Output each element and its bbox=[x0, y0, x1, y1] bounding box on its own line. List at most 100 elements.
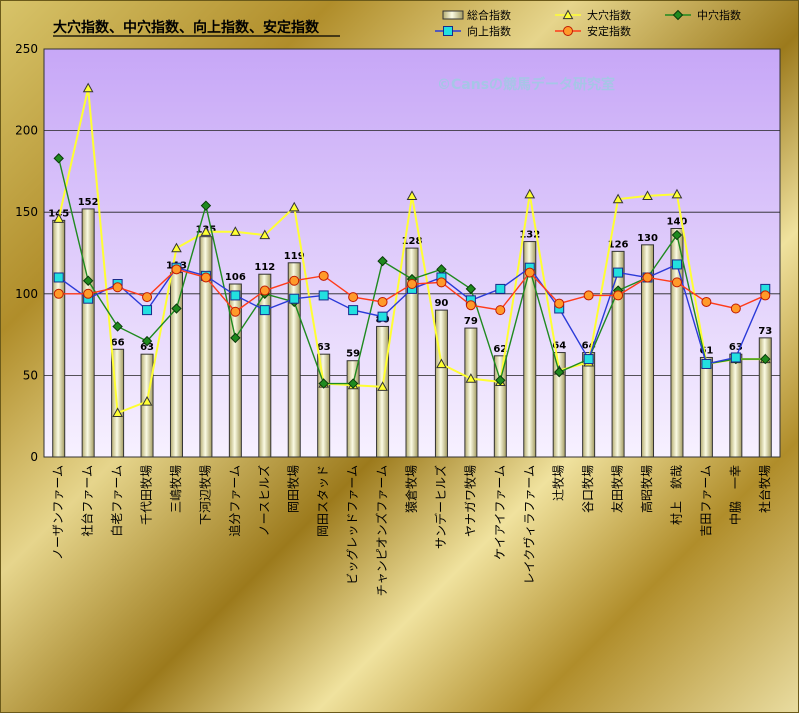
data-point[interactable] bbox=[112, 282, 123, 293]
data-point[interactable] bbox=[407, 279, 417, 290]
data-point[interactable] bbox=[524, 267, 535, 278]
legend-marker[interactable] bbox=[443, 26, 453, 36]
data-point[interactable] bbox=[553, 366, 565, 378]
data-point[interactable] bbox=[612, 193, 624, 204]
data-point[interactable] bbox=[53, 272, 64, 283]
data-point[interactable] bbox=[259, 229, 271, 240]
data-point[interactable] bbox=[613, 290, 624, 301]
bar[interactable] bbox=[729, 353, 743, 458]
bar[interactable] bbox=[582, 352, 596, 458]
bar[interactable] bbox=[699, 356, 713, 458]
data-point[interactable] bbox=[200, 200, 212, 211]
data-point[interactable] bbox=[171, 264, 182, 275]
data-point[interactable] bbox=[760, 353, 771, 365]
data-point[interactable] bbox=[701, 358, 712, 369]
legend-marker[interactable] bbox=[672, 9, 684, 21]
bar[interactable] bbox=[434, 309, 448, 458]
data-point[interactable] bbox=[259, 305, 270, 316]
data-point[interactable] bbox=[671, 188, 683, 199]
bar[interactable] bbox=[523, 241, 537, 458]
data-point[interactable] bbox=[112, 321, 123, 332]
data-point[interactable] bbox=[230, 306, 241, 317]
bar[interactable] bbox=[258, 273, 272, 458]
data-point[interactable] bbox=[200, 272, 211, 283]
data-point[interactable] bbox=[524, 188, 536, 199]
data-point[interactable] bbox=[142, 305, 153, 316]
bar-value-label: 79 bbox=[464, 316, 478, 327]
bar[interactable] bbox=[376, 325, 390, 458]
data-point[interactable] bbox=[230, 290, 241, 301]
data-point[interactable] bbox=[377, 296, 388, 307]
data-point[interactable] bbox=[671, 259, 682, 270]
data-point[interactable] bbox=[377, 311, 388, 322]
data-point[interactable] bbox=[495, 283, 506, 294]
data-point[interactable] bbox=[701, 296, 712, 307]
data-point[interactable] bbox=[259, 285, 270, 296]
data-point[interactable] bbox=[348, 292, 359, 303]
data-point[interactable] bbox=[642, 272, 653, 283]
data-point[interactable] bbox=[554, 298, 565, 309]
data-point[interactable] bbox=[142, 292, 153, 303]
data-point[interactable] bbox=[171, 303, 182, 314]
bar[interactable] bbox=[405, 247, 419, 458]
data-point[interactable] bbox=[465, 373, 477, 383]
bar[interactable] bbox=[464, 327, 478, 458]
data-point[interactable] bbox=[730, 303, 741, 314]
data-point[interactable] bbox=[583, 290, 594, 301]
data-point[interactable] bbox=[53, 213, 65, 223]
data-point[interactable] bbox=[171, 242, 182, 253]
data-point[interactable] bbox=[289, 275, 300, 286]
data-point[interactable] bbox=[53, 288, 64, 299]
data-point[interactable] bbox=[200, 226, 212, 236]
data-point[interactable] bbox=[613, 267, 624, 278]
data-point[interactable] bbox=[347, 378, 359, 389]
data-point[interactable] bbox=[436, 358, 447, 369]
bar[interactable] bbox=[169, 272, 183, 458]
data-point[interactable] bbox=[642, 190, 653, 200]
data-point[interactable] bbox=[53, 153, 64, 164]
data-point[interactable] bbox=[406, 190, 418, 200]
data-point[interactable] bbox=[377, 255, 388, 267]
data-point[interactable] bbox=[348, 305, 359, 316]
data-point[interactable] bbox=[671, 277, 682, 288]
data-point[interactable] bbox=[318, 270, 329, 281]
bar[interactable] bbox=[611, 250, 625, 458]
data-point[interactable] bbox=[730, 352, 741, 363]
data-point[interactable] bbox=[141, 395, 153, 406]
data-point[interactable] bbox=[671, 229, 683, 241]
bar[interactable] bbox=[81, 208, 95, 458]
data-point[interactable] bbox=[465, 283, 477, 295]
x-tick-label: ノーザンファーム bbox=[51, 465, 65, 560]
data-point[interactable] bbox=[230, 332, 241, 344]
bar[interactable] bbox=[317, 353, 331, 458]
bar[interactable] bbox=[641, 244, 655, 458]
data-point[interactable] bbox=[141, 335, 153, 347]
data-point[interactable] bbox=[230, 226, 241, 236]
data-point[interactable] bbox=[112, 407, 123, 418]
data-point[interactable] bbox=[82, 82, 94, 93]
bar[interactable] bbox=[493, 355, 507, 458]
data-point[interactable] bbox=[760, 290, 771, 301]
data-point[interactable] bbox=[82, 275, 94, 286]
data-point[interactable] bbox=[465, 300, 476, 311]
bar[interactable] bbox=[758, 337, 772, 458]
bar[interactable] bbox=[199, 236, 213, 458]
x-tick-label: 村上 欽哉 bbox=[668, 465, 683, 525]
data-point[interactable] bbox=[495, 375, 506, 386]
bar[interactable] bbox=[287, 262, 301, 458]
data-point[interactable] bbox=[318, 290, 329, 301]
data-point[interactable] bbox=[289, 293, 300, 304]
data-point[interactable] bbox=[288, 201, 300, 212]
data-point[interactable] bbox=[495, 305, 506, 316]
data-point[interactable] bbox=[583, 354, 594, 365]
bar[interactable] bbox=[52, 219, 66, 458]
data-point[interactable] bbox=[83, 288, 94, 299]
legend-marker[interactable] bbox=[563, 26, 573, 36]
legend-marker[interactable] bbox=[562, 9, 574, 20]
data-point[interactable] bbox=[436, 277, 447, 288]
bar[interactable] bbox=[346, 360, 360, 458]
data-point[interactable] bbox=[318, 378, 329, 389]
data-point[interactable] bbox=[377, 381, 388, 391]
bar[interactable] bbox=[552, 352, 566, 458]
